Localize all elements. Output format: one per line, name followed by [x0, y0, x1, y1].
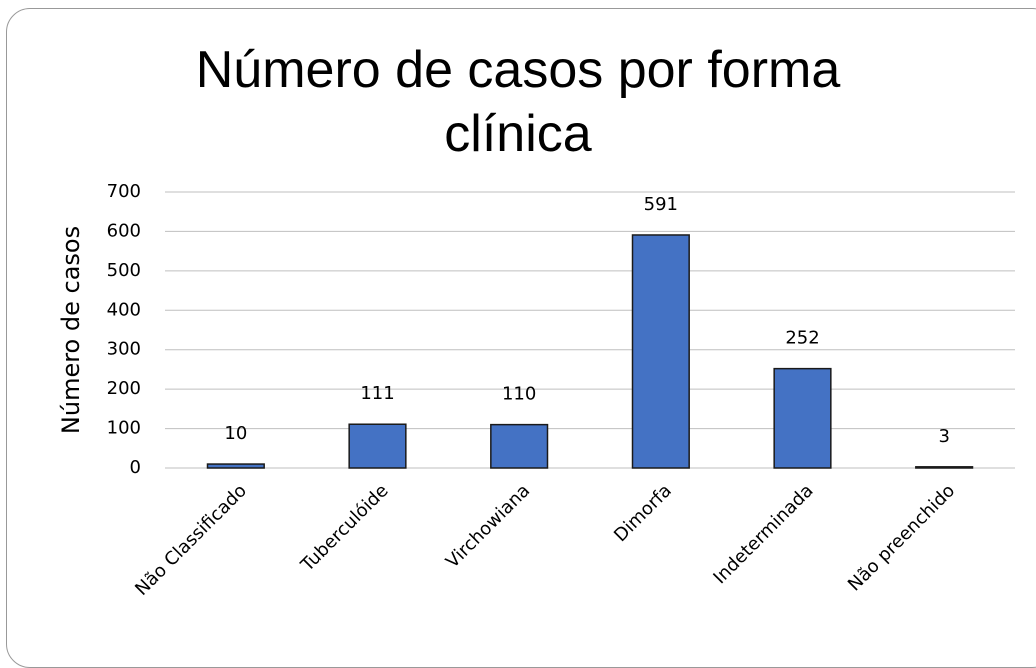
- chart: Número de casos 0 100 200 300 400 500 600 700 Nã…: [57, 181, 1015, 600]
- bar: [490, 423, 549, 469]
- y-tick-label: 500: [107, 260, 141, 281]
- x-tick-label: Tuberculóide: [296, 480, 392, 576]
- data-label: 111: [360, 383, 394, 404]
- bar: [348, 423, 407, 469]
- bar: [773, 367, 832, 469]
- y-tick-label: 300: [107, 339, 141, 360]
- x-tick-label: Não Classificado: [131, 480, 251, 600]
- data-label: 591: [644, 194, 678, 215]
- y-axis-label: Número de casos: [57, 226, 85, 434]
- data-label: 10: [224, 423, 247, 444]
- y-tick-label: 600: [107, 220, 141, 241]
- x-tick-label: Dimorfa: [610, 480, 676, 546]
- x-tick-label: Indeterminada: [709, 480, 817, 588]
- bar: [206, 463, 265, 469]
- x-tick-label: Virchowiana: [442, 480, 534, 572]
- data-label: 110: [502, 384, 536, 405]
- x-tick-label: Não preenchido: [844, 480, 959, 595]
- y-tick-label: 0: [130, 457, 141, 478]
- data-label: 3: [938, 426, 949, 447]
- y-tick-label: 700: [107, 181, 141, 202]
- data-label: 252: [785, 328, 819, 349]
- bar: [915, 466, 974, 469]
- bar: [631, 234, 690, 469]
- y-tick-label: 100: [107, 418, 141, 439]
- y-tick-label: 200: [107, 378, 141, 399]
- y-tick-label: 400: [107, 299, 141, 320]
- page: {"chart_data": {"type": "bar", "title": …: [6, 8, 1036, 668]
- chart-title: Número de casos por forma clínica: [195, 41, 841, 163]
